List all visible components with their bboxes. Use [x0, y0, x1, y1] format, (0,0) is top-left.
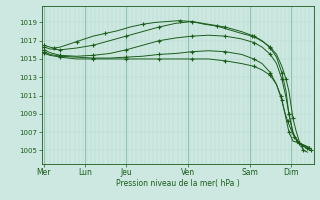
X-axis label: Pression niveau de la mer( hPa ): Pression niveau de la mer( hPa )	[116, 179, 239, 188]
